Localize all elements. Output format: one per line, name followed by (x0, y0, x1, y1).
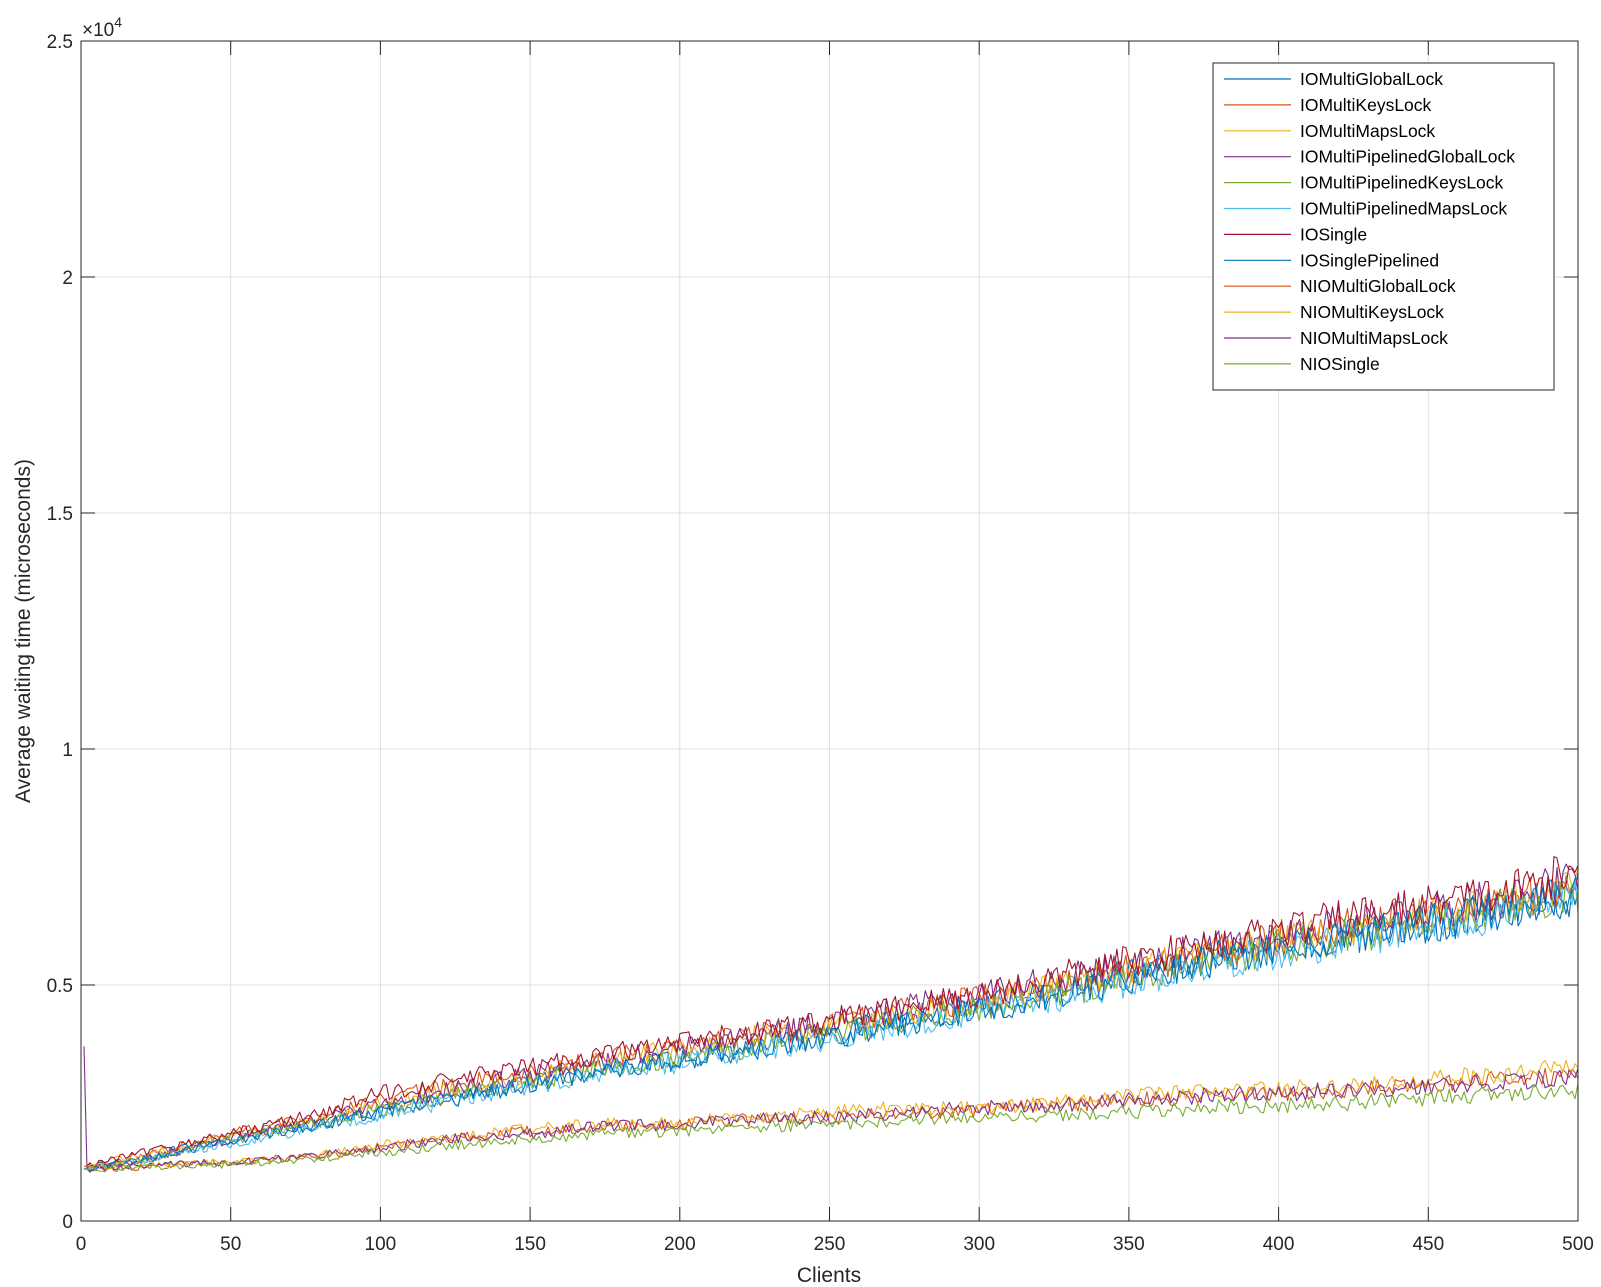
y-tick-label: 1 (62, 740, 73, 761)
x-tick-label: 400 (1263, 1234, 1295, 1255)
series-line-iosingle (83, 856, 1579, 1168)
series-lines (83, 856, 1579, 1173)
legend-entry: IOMultiPipelinedMapsLock (1300, 199, 1507, 219)
x-tick-label: 150 (514, 1234, 546, 1255)
x-axis-label: Clients (797, 1264, 861, 1287)
series-line-iosinglepipelined (83, 877, 1579, 1172)
x-tick-label: 50 (220, 1234, 241, 1255)
y-tick-label: 2.5 (47, 32, 73, 53)
y-tick-label: 2 (62, 268, 73, 289)
y-tick-label: 0 (62, 1212, 73, 1233)
x-tick-label: 500 (1562, 1234, 1594, 1255)
series-line-niomultimapslock (83, 1046, 1579, 1173)
legend-entry: IOSinglePipelined (1300, 250, 1439, 270)
legend: IOMultiGlobalLock IOMultiKeysLock IOMultiM… (1212, 62, 1555, 391)
x-tick-label: 100 (365, 1234, 397, 1255)
series-line-niosingle (83, 1083, 1579, 1173)
x-tick-label: 350 (1113, 1234, 1145, 1255)
ticks (80, 40, 1579, 1222)
y-axis-label: Average waiting time (microseconds) (12, 459, 35, 803)
legend-entry: IOMultiPipelinedKeysLock (1300, 173, 1504, 193)
legend-entry: NIOSingle (1300, 354, 1380, 374)
legend-entry: NIOMultiGlobalLock (1300, 276, 1456, 296)
legend-box (1212, 62, 1555, 391)
y-exponent: ×104 (82, 14, 122, 41)
x-tick-label: 0 (76, 1234, 87, 1255)
legend-entry: IOMultiMapsLock (1300, 121, 1435, 141)
legend-entry: IOMultiKeysLock (1300, 95, 1432, 115)
y-exponent-base: ×10 (82, 20, 114, 41)
series-line-iomultipipelinedmapslock (83, 879, 1579, 1170)
y-exponent-power: 4 (114, 14, 122, 30)
x-tick-label: 200 (664, 1234, 696, 1255)
y-tick-label: 0.5 (47, 976, 73, 997)
tick-labels: 0 50 100 150 200 250 300 350 400 450 500 0 0.5 1 1.5 2 2… (47, 32, 1594, 1255)
legend-entry: NIOMultiMapsLock (1300, 328, 1448, 348)
legend-entry: IOMultiPipelinedGlobalLock (1300, 147, 1515, 167)
y-tick-label: 1.5 (47, 504, 73, 525)
legend-entry: IOSingle (1300, 224, 1367, 244)
series-line-iomultipipelinedgloballock (83, 863, 1579, 1170)
x-tick-label: 300 (963, 1234, 995, 1255)
x-tick-label: 450 (1412, 1234, 1444, 1255)
legend-entry: IOMultiGlobalLock (1300, 69, 1443, 89)
legend-entry: NIOMultiKeysLock (1300, 302, 1444, 322)
x-tick-label: 250 (814, 1234, 846, 1255)
